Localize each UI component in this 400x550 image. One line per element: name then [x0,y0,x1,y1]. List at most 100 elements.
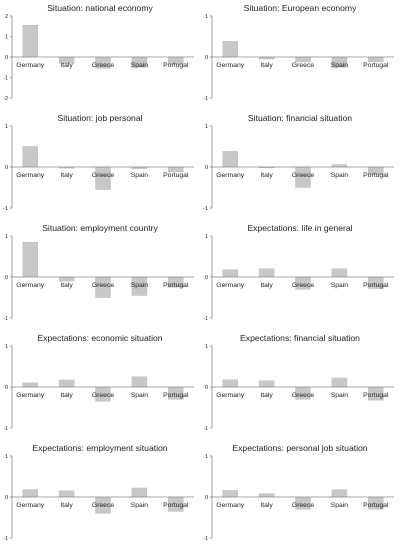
chart-title: Expectations: employment situation [32,443,168,453]
category-label: Germany [216,392,245,399]
category-label: Greece [92,282,115,289]
bar [222,41,238,58]
category-label: Greece [92,172,115,179]
chart-plot: 1 0 -1 Germany Italy Greece Spain Portugal [203,234,394,322]
category-label: Greece [92,502,115,509]
chart-title: Expectations: financial situation [240,333,360,343]
category-label: Portugal [163,392,189,399]
y-tick-label: 0 [205,385,208,391]
category-label: Greece [292,282,315,289]
chart-panel: Situation: employment country 1 0 -1 Germany… [2,220,198,328]
y-tick-label: -1 [203,536,208,542]
chart-title: Situation: job personal [57,113,143,123]
y-tick-label: -1 [203,426,208,432]
chart-panel: Situation: job personal 1 0 -1 Germany Italy G… [2,110,198,218]
bar [331,489,348,498]
y-tick-label: -1 [3,206,8,212]
category-label: Spain [131,62,149,69]
y-tick-label: -1 [3,426,8,432]
y-tick-label: 0 [5,495,8,501]
y-tick-label: 0 [5,55,8,61]
category-label: Italy [60,62,73,69]
y-tick-label: 1 [205,124,208,130]
category-label: Italy [260,502,273,509]
category-label: Spain [131,282,149,289]
bar [258,493,275,498]
category-label: Spain [131,502,149,509]
category-label: Italy [260,172,273,179]
y-tick-label: 0 [205,165,208,171]
bar [331,377,348,388]
category-label: Spain [331,62,349,69]
category-label: Portugal [163,62,189,69]
bar [258,268,275,278]
category-label: Greece [292,502,315,509]
y-tick-label: -1 [203,316,208,322]
bar [22,382,38,388]
y-tick-label: 0 [205,55,208,61]
category-label: Portugal [363,172,389,179]
category-label: Portugal [163,502,189,509]
bar [331,268,348,278]
category-label: Germany [16,502,45,509]
y-tick-label: -1 [3,76,8,82]
chart-panel: Expectations: economic situation 1 0 -1 Germ… [2,330,198,438]
bar [222,269,238,278]
category-label: Greece [292,392,315,399]
category-label: Italy [60,502,73,509]
category-label: Italy [260,282,273,289]
y-tick-label: 1 [5,35,8,41]
category-label: Germany [16,282,45,289]
chart-panel: Expectations: life in general 1 0 -1 Germany… [202,220,398,328]
y-tick-label: -1 [203,206,208,212]
bar [131,487,148,498]
chart-plot: 1 0 -1 Germany Italy Greece Spain Portugal [203,454,394,542]
y-tick-label: -1 [3,316,8,322]
bar [58,276,75,282]
category-label: Spain [131,172,149,179]
y-tick-label: 1 [205,454,208,460]
chart-plot: 1 0 -1 Germany Italy Greece Spain Portugal [3,454,194,542]
chart-panel: Expectations: employment situation 1 0 -1 Ge… [2,440,198,548]
category-label: Portugal [363,392,389,399]
bar [131,376,148,388]
chart-panel: Situation: European economy 1 0 -1 Germany It… [202,0,398,108]
chart-plot: 1 0 -1 Germany Italy Greece Spain Portugal [3,124,194,212]
category-label: Italy [60,172,73,179]
bar [58,490,75,498]
chart-panel: Situation: national economy 2 1 0 -1 -2 German… [2,0,198,108]
category-label: Greece [92,62,115,69]
category-label: Portugal [363,62,389,69]
chart-panel: Expectations: financial situation 1 0 -1 Ger… [202,330,398,438]
y-tick-label: 0 [5,275,8,281]
category-label: Italy [260,62,273,69]
y-tick-label: 1 [205,14,208,20]
category-label: Portugal [163,282,189,289]
bar [22,146,38,168]
bar [222,379,238,388]
category-label: Spain [131,392,149,399]
category-label: Germany [216,502,245,509]
y-tick-label: 1 [5,234,8,240]
bar [258,380,275,388]
y-tick-label: 1 [5,344,8,350]
y-tick-label: -1 [203,96,208,102]
category-label: Italy [60,282,73,289]
category-label: Italy [60,392,73,399]
category-label: Spain [331,502,349,509]
chart-plot: 1 0 -1 Germany Italy Greece Spain Portugal [3,234,194,322]
category-label: Greece [292,172,315,179]
chart-title: Expectations: personal job situation [232,443,368,453]
y-tick-label: 1 [205,344,208,350]
category-label: Germany [216,282,245,289]
chart-title: Situation: national economy [47,3,153,13]
chart-plot: 2 1 0 -1 -2 Germany Italy Greece Spain Portugal [3,14,194,102]
chart-plot: 1 0 -1 Germany Italy Greece Spain Portugal [203,344,394,432]
chart-plot: 1 0 -1 Germany Italy Greece Spain Portugal [203,124,394,212]
bar [22,241,38,278]
y-tick-label: -2 [3,96,8,102]
y-tick-label: 1 [5,124,8,130]
category-label: Germany [16,172,45,179]
y-tick-label: 0 [205,275,208,281]
